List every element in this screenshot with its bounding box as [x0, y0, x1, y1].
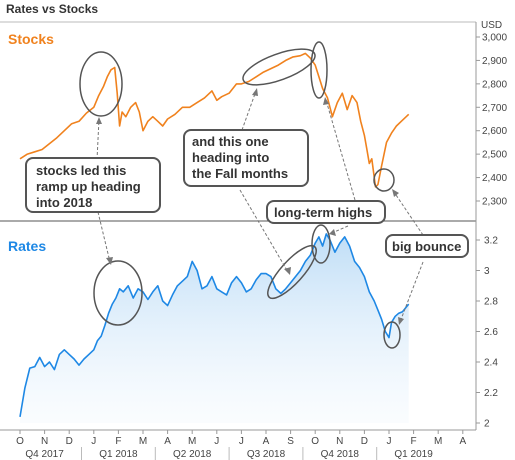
stocks-series-line [19, 52, 410, 188]
stocks-y-tick-label: 2,600 [482, 126, 507, 137]
annotation-line: the Fall months [192, 166, 288, 181]
rates-y-tick-label: 2.4 [484, 358, 498, 369]
stocks-y-tick-label: 2,900 [482, 56, 507, 67]
month-tick-label: M [188, 436, 196, 447]
rates-panel-label: Rates [8, 238, 46, 254]
annotation-stocks-led-ramp: stocks led this ramp up heading into 201… [25, 157, 161, 213]
annotation-line: stocks led this [36, 163, 126, 178]
rates-y-tick-label: 2.8 [484, 297, 498, 308]
rates-line-group [19, 233, 410, 418]
month-tick-label: A [164, 436, 171, 447]
annotation-big-bounce: big bounce [385, 234, 469, 258]
annotation-arrows [96, 88, 424, 325]
month-tick-label: J [91, 436, 96, 447]
month-tick-label: O [16, 436, 24, 447]
month-tick-label: J [239, 436, 244, 447]
stocks-y-tick-label: 2,800 [482, 79, 507, 90]
rates-series-area [20, 233, 409, 423]
annotation-line: ramp up heading [36, 179, 141, 194]
highlight-rates-low [383, 321, 401, 349]
stocks-y-tick-label: 2,500 [482, 150, 507, 161]
month-tick-label: A [459, 436, 466, 447]
quarter-label: Q3 2018 [247, 449, 286, 460]
quarter-label: Q4 2017 [25, 449, 64, 460]
quarter-label: Q1 2018 [99, 449, 138, 460]
month-tick-label: S [287, 436, 294, 447]
rates-series-line [19, 233, 410, 418]
month-tick-label: D [361, 436, 368, 447]
rates-y-tick-label: 2 [484, 419, 490, 430]
stocks-y-tick-label: 2,300 [482, 197, 507, 208]
annotation-line: into 2018 [36, 195, 92, 210]
annotation-line: long-term highs [274, 205, 372, 220]
stocks-y-tick-label: 2,400 [482, 173, 507, 184]
x-axis-ticks: O N D J F M A M J J A S O N D J F M A Q4 2017 Q1 2018 Q2 2018… [16, 430, 466, 460]
annotation-fall-months: and this one heading into the Fall month… [183, 129, 309, 187]
rates-y-tick-label: 2.2 [484, 388, 498, 399]
month-tick-label: D [66, 436, 73, 447]
month-tick-label: N [336, 436, 343, 447]
month-tick-label: A [263, 436, 270, 447]
quarter-label: Q4 2018 [321, 449, 360, 460]
month-tick-label: J [387, 436, 392, 447]
rates-y-tick-label: 3.2 [484, 236, 498, 247]
annotation-line: big bounce [392, 239, 461, 254]
rates-y-tick-label: 3 [484, 266, 490, 277]
annotation-line: and this one [192, 134, 269, 149]
annotation-long-term-highs: long-term highs [266, 200, 386, 224]
highlight-rates-peak [311, 224, 331, 264]
stocks-y-tick-label: 2,700 [482, 103, 507, 114]
quarter-label: Q2 2018 [173, 449, 212, 460]
annotation-line: heading into [192, 150, 269, 165]
quarter-label: Q1 2019 [394, 449, 433, 460]
chart-title: Rates vs Stocks [6, 2, 98, 16]
month-tick-label: O [311, 436, 319, 447]
month-tick-label: M [434, 436, 442, 447]
highlight-stocks-fall-2018 [242, 48, 316, 86]
highlight-stocks-peak [310, 41, 328, 99]
stocks-panel-label: Stocks [8, 31, 54, 47]
highlight-stocks-low [373, 168, 395, 192]
stocks-unit-label: USD [481, 20, 502, 31]
stocks-y-tick-label: 3,000 [482, 33, 507, 44]
month-tick-label: N [41, 436, 48, 447]
rates-y-tick-label: 2.6 [484, 327, 498, 338]
month-tick-label: J [214, 436, 219, 447]
month-tick-label: F [411, 436, 417, 447]
month-tick-label: F [115, 436, 121, 447]
rates-y-axis-ticks: 2 2.2 2.4 2.6 2.8 3 3.2 [476, 236, 498, 430]
highlight-stocks-early-2018 [79, 51, 123, 117]
stocks-y-axis-ticks: 2,300 2,400 2,500 2,600 2,700 2,800 2,900 3,000 [476, 33, 507, 208]
rates-area-group [20, 233, 409, 423]
month-tick-label: M [139, 436, 147, 447]
stocks-line-group [19, 52, 410, 188]
highlight-rates-early-2018 [93, 260, 143, 326]
